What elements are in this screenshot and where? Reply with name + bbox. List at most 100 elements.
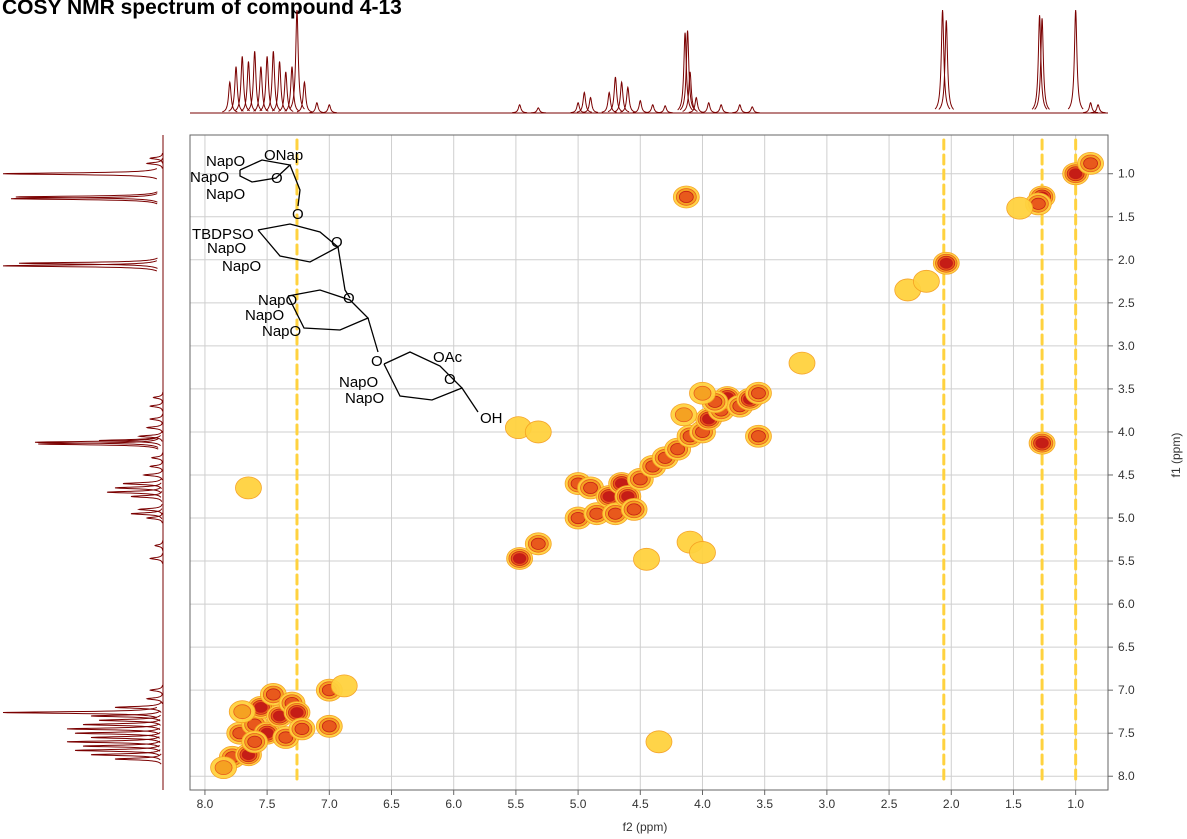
- projection-peak: [145, 158, 163, 169]
- projection-peak: [934, 9, 951, 110]
- projection-peak: [2, 260, 158, 272]
- bond: [461, 387, 479, 413]
- projection-peak: [90, 749, 161, 761]
- x-tick-label: 8.0: [197, 797, 214, 811]
- projection-peak: [1034, 18, 1050, 110]
- y-tick-label: 7.0: [1118, 683, 1135, 697]
- projection-peak: [82, 719, 161, 731]
- x-tick-label: 4.0: [694, 797, 711, 811]
- cross-peak: [589, 507, 605, 520]
- cross-peak: [645, 730, 673, 754]
- projection-peak: [309, 101, 325, 114]
- cross-peak: [912, 269, 940, 293]
- projection-peak: [149, 400, 163, 412]
- projection-peak: [122, 478, 162, 490]
- structure-label: NapO: [207, 240, 246, 257]
- projection-peak: [150, 452, 164, 464]
- projection-peak: [265, 51, 282, 112]
- projection-peak: [1031, 15, 1048, 110]
- projection-peak: [677, 32, 693, 111]
- projection-peak: [296, 80, 313, 113]
- structure-label: NapO: [190, 169, 229, 186]
- cross-peak: [1069, 168, 1083, 180]
- projection-peak: [607, 76, 624, 113]
- cross-peak: [939, 257, 953, 269]
- projection-peak: [90, 710, 161, 722]
- projection-peak: [74, 744, 160, 756]
- grid: 8.0 7.5 7.0 6.5 6.0 5.5 5.0 4.5 4.0 3.5 3.0 2.5 2.0 1…: [190, 135, 1135, 811]
- y-tick-label: 6.5: [1118, 640, 1135, 654]
- projection-peak: [154, 540, 164, 551]
- projection-peak: [137, 504, 163, 515]
- projection-peak: [228, 66, 244, 112]
- structure-label: O: [343, 290, 355, 307]
- projection-peak: [106, 486, 162, 498]
- projection-peak: [713, 104, 729, 114]
- cross-peak: [693, 385, 712, 401]
- projection-peak: [570, 101, 586, 114]
- projection-peak: [688, 96, 704, 113]
- cross-peak: [233, 704, 252, 720]
- structure-label: O: [292, 206, 304, 223]
- projection-peak: [98, 435, 161, 447]
- projection-peak: [66, 736, 160, 748]
- projection-peak: [114, 701, 162, 713]
- bond: [239, 159, 292, 183]
- x-tick-label: 6.5: [383, 797, 400, 811]
- cross-peak: [294, 722, 310, 735]
- cross-peak: [278, 731, 294, 744]
- projection-peak: [1067, 9, 1084, 110]
- x-tick-label: 6.0: [445, 797, 462, 811]
- cross-peak: [235, 476, 262, 500]
- y-tick-label: 7.5: [1118, 726, 1135, 740]
- projection-peak: [10, 193, 158, 205]
- projection-peak: [38, 438, 159, 450]
- cross-peak: [608, 507, 623, 520]
- cross-peak: [1083, 157, 1098, 170]
- projection-peak: [82, 740, 161, 752]
- structure-label: NapO: [339, 374, 378, 391]
- x-tick-label: 3.0: [819, 797, 836, 811]
- projection-peak: [278, 71, 294, 112]
- cross-peak: [1006, 196, 1034, 220]
- projection-peak: [145, 512, 163, 524]
- cross-peak: [330, 674, 358, 698]
- y-tick-label: 3.5: [1118, 382, 1135, 396]
- projection-peak: [576, 91, 592, 113]
- x-tick-label: 1.0: [1067, 797, 1084, 811]
- y-tick-label: 5.5: [1118, 554, 1135, 568]
- structure-label: NapO: [245, 307, 284, 324]
- x-tick-label: 1.5: [1005, 797, 1022, 811]
- cross-peak: [247, 735, 263, 748]
- projection-peak: [614, 80, 630, 113]
- y-tick-label: 2.0: [1118, 253, 1135, 267]
- structure-label: O: [331, 234, 343, 251]
- y-axis-label: f1 (ppm): [1169, 433, 1183, 478]
- projection-peak: [1090, 104, 1106, 114]
- cross-peak: [602, 491, 616, 502]
- projections: [2, 9, 1108, 790]
- projection-peak: [74, 727, 160, 739]
- cross-peak: [530, 537, 546, 550]
- bond: [337, 246, 351, 299]
- structure-label: O: [371, 353, 383, 370]
- cross-peak: [626, 503, 642, 516]
- projection-peak: [66, 723, 160, 735]
- projection-peak: [145, 422, 163, 433]
- x-axis-label: f2 (ppm): [623, 820, 668, 834]
- x-tick-label: 2.0: [943, 797, 960, 811]
- y-tick-label: 4.0: [1118, 425, 1135, 439]
- cross-peak: [689, 541, 716, 564]
- projection-peak: [149, 684, 163, 696]
- y-tick-label: 8.0: [1118, 769, 1135, 783]
- cross-peak: [670, 443, 686, 456]
- projection-peak: [632, 99, 648, 114]
- projection-peak: [645, 104, 661, 114]
- projection-peak: [130, 491, 163, 502]
- projection-peak: [744, 106, 760, 114]
- y-tick-label: 1.5: [1118, 210, 1135, 224]
- projection-peak: [512, 104, 528, 114]
- projection-peak: [149, 413, 163, 425]
- y-tick-label: 4.5: [1118, 468, 1135, 482]
